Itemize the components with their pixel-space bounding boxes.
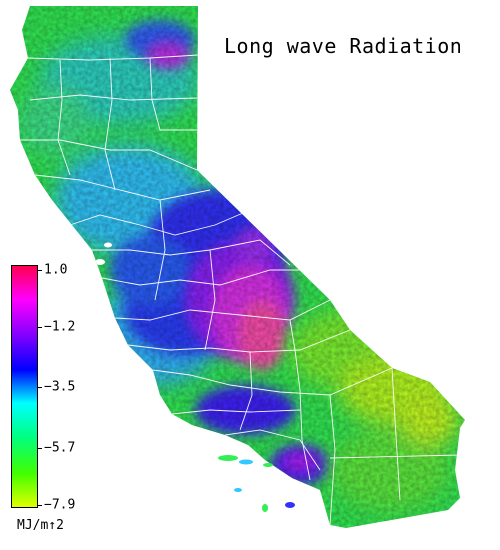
legend-tick-mark <box>38 387 42 388</box>
legend-tick-label: −1.2 <box>44 319 76 335</box>
legend-tick-label: −7.9 <box>44 497 76 513</box>
legend-tick-mark <box>38 270 42 271</box>
map-title: Long wave Radiation <box>224 34 463 58</box>
legend-tick-mark <box>38 448 42 449</box>
channel-islands <box>218 455 295 512</box>
legend-colorbar <box>11 265 38 508</box>
bays <box>95 242 112 265</box>
legend-tick-label: −5.7 <box>44 440 76 456</box>
legend-units: MJ/m↑2 <box>17 518 64 533</box>
legend-tick-label: −3.5 <box>44 379 76 395</box>
legend-tick-mark <box>38 327 42 328</box>
county-borders <box>20 54 461 526</box>
legend-tick-mark <box>38 505 42 506</box>
legend-tick-label: 1.0 <box>44 262 68 278</box>
